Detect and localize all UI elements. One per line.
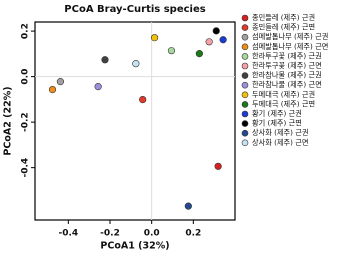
legend-marker [241,43,249,51]
legend-marker [241,120,249,127]
legend-label: 상사화 (제주) 근면 [252,138,308,147]
point [219,36,227,44]
legend-marker [241,14,249,22]
legend-label: 한라참나물 (제주) 근면 [252,80,322,89]
point [139,96,147,104]
point [212,27,220,35]
point [167,47,176,55]
legend-label: 황기 (제주) 근면 [252,119,302,128]
legend-label: 두메대극 (제주) 근권 [252,90,315,99]
x-axis-label: PCoA1 (32%) [100,241,169,252]
y-tick-label: -0.4 [21,158,31,178]
point [205,38,213,46]
legend-marker [241,53,249,60]
point [48,85,57,94]
legend-label: 황기 (제주) 근권 [252,109,302,118]
legend-marker [241,72,249,79]
legend-marker [241,33,249,41]
legend-marker [241,129,249,137]
x-tick-label: -0.4 [58,229,78,239]
point [184,202,192,210]
legend-label: 섬메발톱나무 (제주) 근면 [252,42,328,51]
legend-marker [241,91,249,99]
y-tick-label: 0.2 [21,23,31,39]
point [214,162,222,170]
plot-frame [34,21,236,221]
legend-marker [241,101,249,108]
y-axis-label: PCoA2 (22%) [3,86,14,155]
point [94,83,102,91]
x-tick-label: 0.0 [144,229,160,239]
point [150,34,159,42]
y-tick-label: 0.0 [21,69,31,85]
x-tick-label: -0.2 [100,229,120,239]
point [56,78,65,86]
legend-label: 한라참나물 (제주) 근권 [252,71,322,80]
legend-label: 종민들레 (제주) 근권 [252,13,315,22]
point [101,56,109,64]
y-tick-label: -0.2 [21,112,31,132]
legend-marker [241,110,249,118]
legend-label: 섬메발톱나무 (제주) 근권 [252,32,328,41]
x-tick-label: 0.2 [185,229,201,239]
legend-label: 종민들레 (제주) 근면 [252,23,315,32]
legend-marker [241,81,249,89]
chart-title: PCoA Bray-Curtis species [64,4,205,15]
legend-label: 두메대극 (제주) 근면 [252,99,315,108]
legend-marker [241,139,249,147]
legend-label: 상사화 (제주) 근권 [252,128,308,137]
legend-marker [241,62,249,70]
legend-label: 한라투구꽃 (제주) 근면 [252,61,322,70]
point [195,50,203,58]
legend-label: 한라투구꽃 (제주) 근권 [252,51,322,60]
legend-marker [241,24,249,31]
point [132,60,140,68]
